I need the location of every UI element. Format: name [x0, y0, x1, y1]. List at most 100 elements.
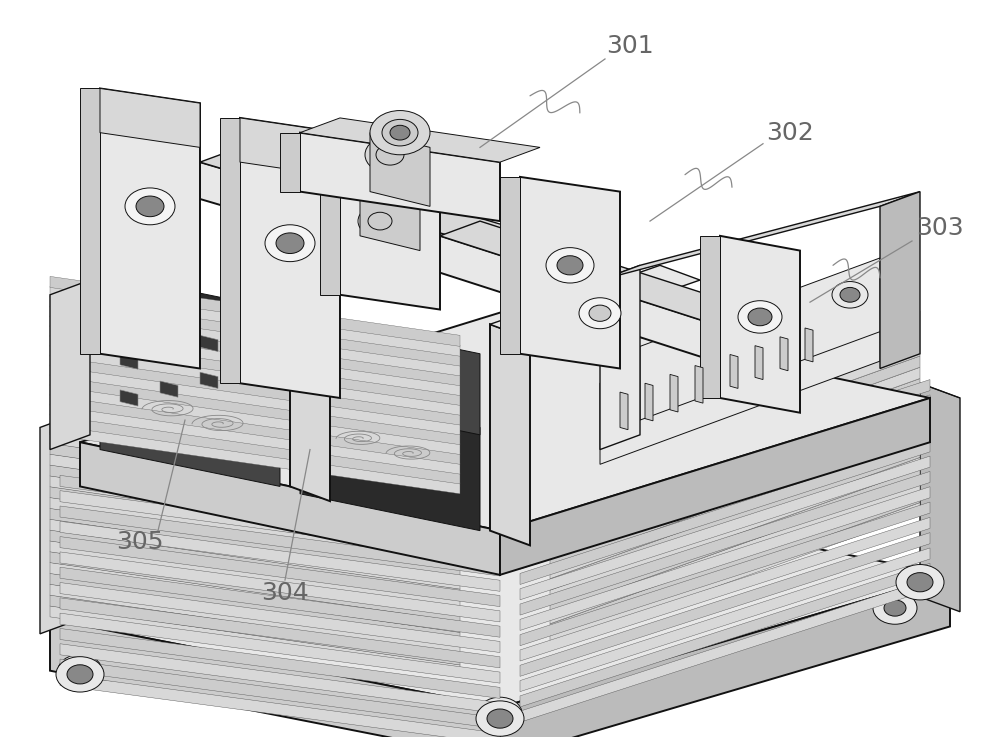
- Polygon shape: [220, 118, 240, 383]
- Text: 305: 305: [116, 530, 164, 553]
- Polygon shape: [490, 265, 700, 339]
- Polygon shape: [320, 133, 340, 295]
- Polygon shape: [50, 414, 460, 484]
- Polygon shape: [80, 310, 930, 531]
- Polygon shape: [550, 435, 920, 579]
- Circle shape: [884, 600, 906, 616]
- Polygon shape: [50, 404, 460, 474]
- Polygon shape: [550, 345, 920, 489]
- Circle shape: [370, 111, 430, 155]
- Polygon shape: [550, 447, 920, 590]
- Text: 302: 302: [766, 121, 814, 144]
- Polygon shape: [50, 486, 460, 556]
- Polygon shape: [520, 502, 930, 646]
- Polygon shape: [755, 346, 763, 380]
- Polygon shape: [50, 335, 460, 405]
- Polygon shape: [60, 613, 500, 683]
- Polygon shape: [50, 606, 460, 676]
- Circle shape: [376, 144, 404, 165]
- Polygon shape: [550, 401, 920, 545]
- Polygon shape: [50, 486, 950, 708]
- Polygon shape: [50, 497, 460, 567]
- Circle shape: [136, 196, 164, 217]
- Circle shape: [58, 654, 102, 687]
- Circle shape: [546, 248, 594, 283]
- Polygon shape: [50, 365, 460, 435]
- Polygon shape: [520, 395, 930, 539]
- Polygon shape: [550, 356, 920, 500]
- Circle shape: [382, 119, 418, 146]
- Polygon shape: [60, 598, 500, 668]
- Polygon shape: [550, 503, 920, 646]
- Polygon shape: [340, 133, 440, 177]
- Polygon shape: [50, 454, 460, 524]
- Polygon shape: [50, 422, 460, 492]
- Circle shape: [557, 256, 583, 275]
- Polygon shape: [50, 465, 460, 535]
- Circle shape: [56, 657, 104, 692]
- Circle shape: [478, 697, 522, 730]
- Circle shape: [265, 225, 315, 262]
- Polygon shape: [60, 659, 500, 729]
- Polygon shape: [50, 551, 460, 621]
- Polygon shape: [550, 458, 920, 601]
- Polygon shape: [200, 372, 218, 388]
- Circle shape: [907, 573, 933, 592]
- Circle shape: [748, 308, 772, 326]
- Polygon shape: [50, 276, 460, 346]
- Polygon shape: [730, 354, 738, 388]
- Polygon shape: [360, 147, 420, 251]
- Polygon shape: [300, 133, 500, 221]
- Circle shape: [365, 136, 415, 173]
- Polygon shape: [50, 315, 460, 385]
- Polygon shape: [50, 326, 460, 396]
- Polygon shape: [80, 88, 100, 354]
- Polygon shape: [50, 519, 460, 589]
- Polygon shape: [490, 324, 530, 545]
- Text: 304: 304: [261, 581, 309, 605]
- Polygon shape: [500, 177, 520, 354]
- Polygon shape: [780, 337, 788, 371]
- Polygon shape: [240, 118, 340, 398]
- Polygon shape: [550, 413, 920, 556]
- Polygon shape: [500, 398, 930, 575]
- Polygon shape: [60, 552, 500, 622]
- Polygon shape: [300, 317, 480, 435]
- Polygon shape: [280, 133, 300, 192]
- Polygon shape: [670, 374, 678, 412]
- Polygon shape: [440, 221, 800, 339]
- Polygon shape: [100, 88, 200, 368]
- Polygon shape: [520, 411, 930, 554]
- Polygon shape: [550, 322, 920, 466]
- Polygon shape: [520, 563, 930, 707]
- Polygon shape: [920, 383, 960, 398]
- Circle shape: [69, 663, 91, 679]
- Polygon shape: [60, 674, 500, 737]
- Polygon shape: [520, 380, 930, 523]
- Polygon shape: [50, 476, 460, 546]
- Polygon shape: [200, 335, 218, 352]
- Polygon shape: [520, 517, 930, 661]
- Polygon shape: [550, 311, 920, 455]
- Circle shape: [896, 565, 944, 600]
- Polygon shape: [50, 345, 460, 415]
- Polygon shape: [600, 192, 920, 280]
- Circle shape: [738, 301, 782, 333]
- Polygon shape: [550, 469, 920, 612]
- Polygon shape: [370, 133, 430, 206]
- Polygon shape: [300, 118, 540, 162]
- Polygon shape: [520, 533, 930, 677]
- Polygon shape: [550, 367, 920, 511]
- Polygon shape: [520, 579, 930, 722]
- Polygon shape: [50, 306, 460, 376]
- Circle shape: [358, 205, 402, 237]
- Polygon shape: [520, 456, 930, 600]
- Circle shape: [67, 665, 93, 684]
- Polygon shape: [240, 326, 258, 343]
- Circle shape: [873, 592, 917, 624]
- Polygon shape: [520, 177, 620, 368]
- Polygon shape: [700, 236, 720, 398]
- Polygon shape: [50, 394, 460, 464]
- Polygon shape: [600, 265, 640, 450]
- Polygon shape: [620, 392, 628, 430]
